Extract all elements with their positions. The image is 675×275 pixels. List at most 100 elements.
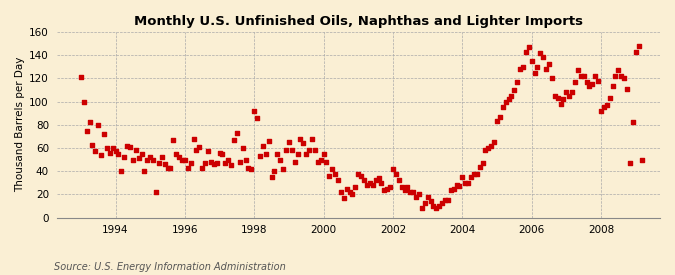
Point — [151, 190, 161, 194]
Point — [572, 68, 583, 72]
Point — [310, 148, 321, 153]
Point — [437, 200, 448, 205]
Point — [119, 155, 130, 160]
Point — [261, 152, 271, 156]
Point — [628, 120, 639, 125]
Point — [500, 99, 511, 104]
Point — [439, 198, 450, 202]
Point — [610, 74, 621, 78]
Point — [105, 150, 115, 155]
Point — [599, 105, 610, 109]
Y-axis label: Thousand Barrels per Day: Thousand Barrels per Day — [15, 57, 25, 192]
Point — [622, 87, 632, 91]
Point — [520, 50, 531, 54]
Point — [486, 144, 497, 148]
Point — [168, 138, 179, 142]
Point — [558, 97, 569, 101]
Point — [333, 178, 344, 183]
Point — [84, 120, 95, 125]
Point — [410, 194, 421, 199]
Text: Source: U.S. Energy Information Administration: Source: U.S. Energy Information Administ… — [54, 262, 286, 272]
Point — [209, 162, 219, 166]
Point — [246, 167, 256, 171]
Point — [130, 148, 141, 153]
Point — [578, 74, 589, 78]
Point — [223, 157, 234, 162]
Point — [180, 157, 190, 162]
Point — [350, 185, 361, 190]
Point — [526, 59, 537, 63]
Point — [87, 142, 98, 147]
Point — [555, 102, 566, 106]
Point — [590, 74, 601, 78]
Point — [306, 136, 317, 141]
Point — [552, 96, 563, 100]
Point — [575, 74, 586, 78]
Point — [240, 157, 251, 162]
Point — [547, 76, 558, 81]
Point — [379, 188, 389, 192]
Point — [506, 94, 517, 98]
Point — [194, 145, 205, 149]
Point — [512, 80, 522, 84]
Point — [321, 160, 332, 164]
Point — [171, 152, 182, 156]
Point — [416, 206, 427, 211]
Point — [243, 166, 254, 170]
Point — [122, 144, 132, 148]
Point — [338, 196, 349, 200]
Point — [200, 161, 211, 165]
Point — [290, 160, 300, 164]
Point — [497, 105, 508, 109]
Point — [396, 185, 407, 190]
Point — [367, 183, 378, 187]
Point — [446, 188, 456, 192]
Point — [269, 169, 280, 174]
Point — [301, 152, 312, 156]
Point — [232, 131, 242, 135]
Point — [385, 185, 396, 190]
Point — [142, 157, 153, 162]
Point — [515, 67, 526, 71]
Point — [434, 204, 445, 208]
Point — [633, 44, 644, 48]
Point — [532, 65, 543, 69]
Point — [254, 154, 265, 158]
Point — [286, 148, 297, 153]
Point — [78, 99, 89, 104]
Point — [330, 171, 341, 176]
Point — [136, 152, 147, 156]
Point — [90, 149, 101, 154]
Point — [471, 171, 482, 176]
Point — [495, 114, 506, 119]
Point — [92, 123, 103, 127]
Point — [281, 148, 292, 153]
Point — [76, 75, 86, 79]
Point — [211, 161, 222, 165]
Point — [376, 181, 387, 185]
Point — [157, 155, 167, 160]
Point — [185, 161, 196, 165]
Point — [217, 152, 228, 156]
Point — [462, 181, 473, 185]
Point — [457, 175, 468, 179]
Point — [468, 171, 479, 176]
Point — [538, 55, 549, 60]
Point — [425, 199, 436, 204]
Point — [543, 62, 554, 67]
Point — [344, 190, 355, 194]
Point — [353, 171, 364, 176]
Point — [561, 90, 572, 95]
Point — [423, 194, 433, 199]
Point — [593, 78, 603, 83]
Point — [107, 146, 118, 150]
Point — [356, 174, 367, 178]
Point — [263, 139, 274, 143]
Point — [165, 166, 176, 170]
Point — [428, 204, 439, 208]
Point — [202, 149, 213, 154]
Point — [570, 80, 580, 84]
Point — [373, 176, 384, 180]
Point — [295, 136, 306, 141]
Point — [483, 146, 493, 150]
